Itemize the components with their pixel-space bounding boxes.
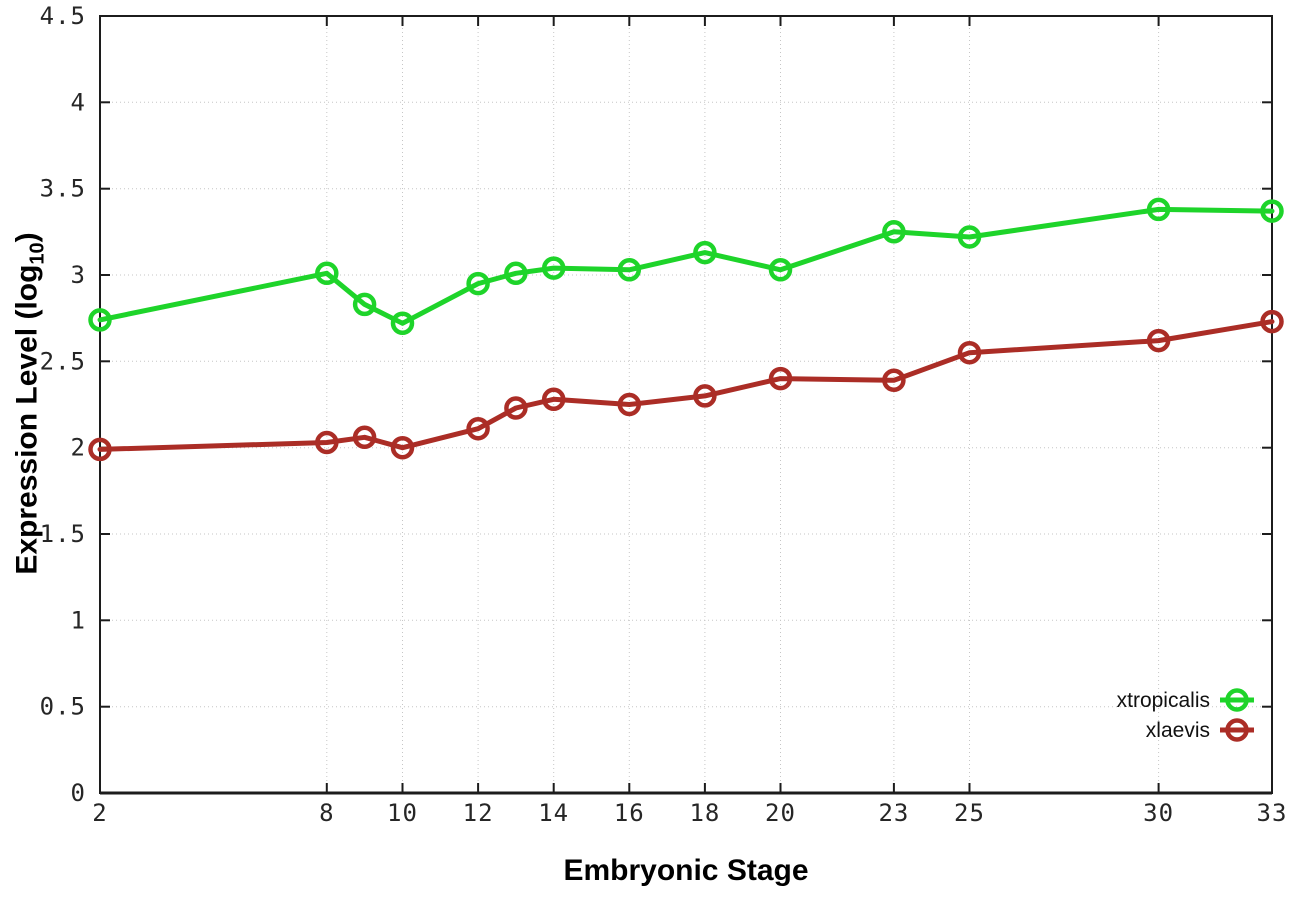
y-axis-title: Expression Level (log10) — [11, 104, 50, 704]
y-tick-label: 2 — [71, 434, 86, 462]
data-point-xtropicalis — [352, 292, 377, 317]
data-point-xlaevis — [882, 368, 906, 393]
data-point-xlaevis — [1146, 328, 1171, 353]
data-point-xlaevis — [504, 396, 528, 420]
x-tick-label: 23 — [878, 799, 909, 827]
data-point-xlaevis — [352, 425, 377, 450]
data-point-xtropicalis — [768, 258, 793, 282]
y-tick-label: 4.5 — [40, 2, 86, 30]
x-axis-title: Embryonic Stage — [563, 854, 809, 887]
data-point-xtropicalis — [1260, 199, 1284, 223]
series-line-xlaevis — [97, 319, 1275, 452]
series-line-xtropicalis — [97, 206, 1275, 326]
data-point-xlaevis — [88, 437, 112, 462]
data-point-xtropicalis — [882, 220, 906, 244]
data-point-xlaevis — [693, 384, 717, 408]
x-tick-label: 30 — [1143, 799, 1174, 827]
data-point-xtropicalis — [617, 258, 642, 282]
y-axis-title-text: Expression Level (log — [10, 264, 44, 575]
data-point-xtropicalis — [88, 308, 112, 332]
y-tick-label: 1 — [71, 606, 86, 634]
x-tick-label: 20 — [765, 799, 796, 827]
data-point-xlaevis — [1260, 309, 1284, 334]
data-point-xtropicalis — [504, 261, 528, 286]
x-tick-label: 16 — [614, 799, 645, 827]
plot-border — [99, 15, 1273, 794]
data-point-xlaevis — [768, 366, 793, 391]
data-point-xtropicalis — [957, 225, 982, 249]
data-point-xtropicalis — [390, 311, 415, 336]
legend-label-xlaevis: xlaevis — [1146, 719, 1210, 742]
data-point-xtropicalis — [315, 261, 339, 286]
y-tick-label: 0 — [71, 779, 86, 807]
data-point-xtropicalis — [466, 271, 490, 296]
data-point-xlaevis — [541, 387, 566, 412]
y-tick-label: 1.5 — [40, 520, 86, 548]
data-point-xlaevis — [390, 435, 415, 460]
data-point-xtropicalis — [541, 256, 566, 280]
legend-label-xtropicalis: xtropicalis — [1117, 689, 1210, 712]
y-tick-label: 3.5 — [40, 175, 86, 203]
y-tick-label: 3 — [71, 261, 86, 289]
data-point-xtropicalis — [693, 240, 717, 265]
x-tick-label: 18 — [689, 799, 720, 827]
y-axis-title-close: ) — [10, 232, 44, 243]
legend-marker-xtropicalis — [1225, 688, 1249, 712]
x-tick-label: 12 — [463, 799, 494, 827]
x-tick-label: 2 — [92, 799, 107, 827]
data-point-xlaevis — [315, 430, 339, 455]
y-axis-title-subscript: 10 — [26, 242, 49, 265]
data-point-xlaevis — [617, 392, 642, 417]
legend-marker-xlaevis — [1225, 718, 1249, 742]
x-tick-label: 33 — [1257, 799, 1288, 827]
y-tick-label: 4 — [71, 88, 86, 116]
x-tick-label: 14 — [538, 799, 569, 827]
data-point-xtropicalis — [1146, 197, 1171, 222]
data-point-xlaevis — [957, 340, 982, 365]
y-tick-label: 2.5 — [40, 347, 86, 375]
data-point-xlaevis — [466, 416, 490, 441]
x-tick-label: 8 — [319, 799, 334, 827]
x-tick-label: 10 — [387, 799, 418, 827]
y-tick-label: 0.5 — [40, 693, 86, 721]
x-tick-label: 25 — [954, 799, 985, 827]
